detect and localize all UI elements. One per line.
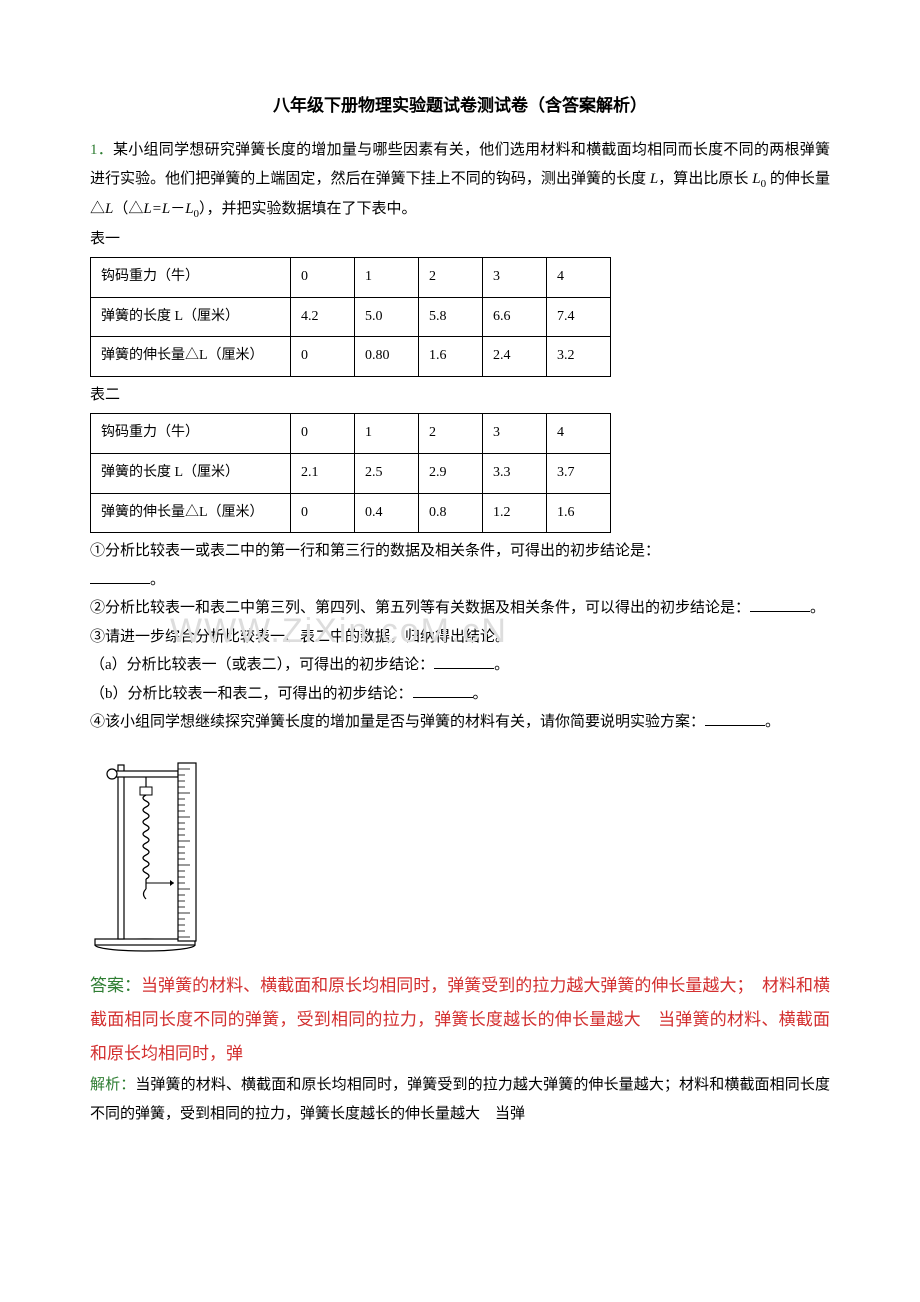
answer-text: 当弹簧的材料、横截面和原长均相同时，弹簧受到的拉力越大弹簧的伸长量越大； 材料和… bbox=[90, 976, 830, 1063]
sub-question-4: ④该小组同学想继续探究弹簧长度的增加量是否与弹簧的材料有关，请你简要说明实验方案… bbox=[90, 708, 830, 737]
page-title: 八年级下册物理实验题试卷测试卷（含答案解析） bbox=[90, 90, 830, 122]
q2-text: ②分析比较表一和表二中第三列、第四列、第五列等有关数据及相关条件，可以得出的初步… bbox=[90, 600, 750, 616]
intro-text-4: （△ bbox=[113, 201, 143, 217]
cell: 2.1 bbox=[291, 453, 355, 493]
table-row: 弹簧的长度 L（厘米） 4.2 5.0 5.8 6.6 7.4 bbox=[91, 297, 611, 337]
analysis-label: 解析： bbox=[90, 1077, 135, 1093]
fill-blank bbox=[413, 681, 473, 698]
cell: 2.9 bbox=[419, 453, 483, 493]
cell: 2.4 bbox=[483, 337, 547, 377]
q1-blank-line: 。 bbox=[90, 566, 830, 595]
cell: 4 bbox=[547, 258, 611, 298]
intro-text-2: ，算出比原长 bbox=[658, 171, 752, 187]
q1-text: ①分析比较表一或表二中的第一行和第三行的数据及相关条件，可得出的初步结论是： bbox=[90, 543, 660, 559]
table-row: 弹簧的伸长量△L（厘米） 0 0.4 0.8 1.2 1.6 bbox=[91, 493, 611, 533]
cell: 2 bbox=[419, 258, 483, 298]
sub-question-3: ③请进一步综合分析比较表一、表二中的数据，归纳得出结论。 bbox=[90, 623, 830, 652]
cell: 3.2 bbox=[547, 337, 611, 377]
sub-question-1: ①分析比较表一或表二中的第一行和第三行的数据及相关条件，可得出的初步结论是： bbox=[90, 537, 830, 566]
cell: 3 bbox=[483, 258, 547, 298]
table-row: 钩码重力（牛） 0 1 2 3 4 bbox=[91, 258, 611, 298]
cell: 0 bbox=[291, 337, 355, 377]
cell: 4 bbox=[547, 414, 611, 454]
table-row: 弹簧的伸长量△L（厘米） 0 0.80 1.6 2.4 3.2 bbox=[91, 337, 611, 377]
cell: 3.7 bbox=[547, 453, 611, 493]
cell: 钩码重力（牛） bbox=[91, 258, 291, 298]
q4-end: 。 bbox=[765, 714, 780, 730]
sub-question-2: ②分析比较表一和表二中第三列、第四列、第五列等有关数据及相关条件，可以得出的初步… bbox=[90, 594, 830, 623]
fill-blank bbox=[705, 710, 765, 727]
spring-apparatus-icon bbox=[90, 745, 240, 955]
table-1: 钩码重力（牛） 0 1 2 3 4 弹簧的长度 L（厘米） 4.2 5.0 5.… bbox=[90, 257, 611, 377]
q2-end: 。 bbox=[810, 600, 825, 616]
cell: 1 bbox=[355, 414, 419, 454]
cell: 0 bbox=[291, 414, 355, 454]
cell: 6.6 bbox=[483, 297, 547, 337]
var-L0: L bbox=[752, 171, 760, 187]
cell: 钩码重力（牛） bbox=[91, 414, 291, 454]
formula-minus: － bbox=[170, 201, 185, 217]
q3a-text: （a）分析比较表一（或表二），可得出的初步结论： bbox=[90, 657, 434, 673]
q1-end: 。 bbox=[150, 572, 165, 588]
cell: 弹簧的伸长量△L（厘米） bbox=[91, 337, 291, 377]
sub-question-3b: （b）分析比较表一和表二，可得出的初步结论： 。 bbox=[90, 680, 830, 709]
table2-label: 表二 bbox=[90, 381, 830, 410]
cell: 1.6 bbox=[419, 337, 483, 377]
var-L: L bbox=[650, 171, 658, 187]
fill-blank bbox=[434, 653, 494, 670]
cell: 3 bbox=[483, 414, 547, 454]
cell: 5.0 bbox=[355, 297, 419, 337]
table1-label: 表一 bbox=[90, 225, 830, 254]
cell: 1 bbox=[355, 258, 419, 298]
fill-blank bbox=[90, 567, 150, 584]
cell: 0.8 bbox=[419, 493, 483, 533]
question-intro: 1．某小组同学想研究弹簧长度的增加量与哪些因素有关，他们选用材料和横截面均相同而… bbox=[90, 136, 830, 224]
analysis-paragraph: 解析：当弹簧的材料、横截面和原长均相同时，弹簧受到的拉力越大弹簧的伸长量越大；材… bbox=[90, 1071, 830, 1128]
analysis-text: 当弹簧的材料、横截面和原长均相同时，弹簧受到的拉力越大弹簧的伸长量越大；材料和横… bbox=[90, 1077, 830, 1122]
cell: 1.6 bbox=[547, 493, 611, 533]
cell: 4.2 bbox=[291, 297, 355, 337]
sub-question-3a: （a）分析比较表一（或表二），可得出的初步结论： 。 bbox=[90, 651, 830, 680]
cell: 0 bbox=[291, 493, 355, 533]
question-number: 1． bbox=[90, 142, 113, 158]
formula-L0: L bbox=[185, 201, 193, 217]
q3a-end: 。 bbox=[494, 657, 509, 673]
spring-apparatus-figure bbox=[90, 745, 830, 966]
q3b-text: （b）分析比较表一和表二，可得出的初步结论： bbox=[90, 686, 413, 702]
cell: 7.4 bbox=[547, 297, 611, 337]
cell: 0.80 bbox=[355, 337, 419, 377]
fill-blank bbox=[750, 596, 810, 613]
cell: 0 bbox=[291, 258, 355, 298]
cell: 1.2 bbox=[483, 493, 547, 533]
cell: 0.4 bbox=[355, 493, 419, 533]
cell: 2 bbox=[419, 414, 483, 454]
cell: 弹簧的长度 L（厘米） bbox=[91, 453, 291, 493]
cell: 弹簧的伸长量△L（厘米） bbox=[91, 493, 291, 533]
cell: 弹簧的长度 L（厘米） bbox=[91, 297, 291, 337]
formula-1: L=L bbox=[143, 201, 170, 217]
cell: 5.8 bbox=[419, 297, 483, 337]
cell: 2.5 bbox=[355, 453, 419, 493]
answer-label: 答案： bbox=[90, 976, 141, 995]
q3b-end: 。 bbox=[473, 686, 488, 702]
table-2: 钩码重力（牛） 0 1 2 3 4 弹簧的长度 L（厘米） 2.1 2.5 2.… bbox=[90, 413, 611, 533]
answer-paragraph: 答案：当弹簧的材料、横截面和原长均相同时，弹簧受到的拉力越大弹簧的伸长量越大； … bbox=[90, 969, 830, 1071]
table-row: 弹簧的长度 L（厘米） 2.1 2.5 2.9 3.3 3.7 bbox=[91, 453, 611, 493]
table-row: 钩码重力（牛） 0 1 2 3 4 bbox=[91, 414, 611, 454]
cell: 3.3 bbox=[483, 453, 547, 493]
intro-text-8: ），并把实验数据填在了下表中。 bbox=[199, 201, 417, 217]
q4-text: ④该小组同学想继续探究弹簧长度的增加量是否与弹簧的材料有关，请你简要说明实验方案… bbox=[90, 714, 705, 730]
